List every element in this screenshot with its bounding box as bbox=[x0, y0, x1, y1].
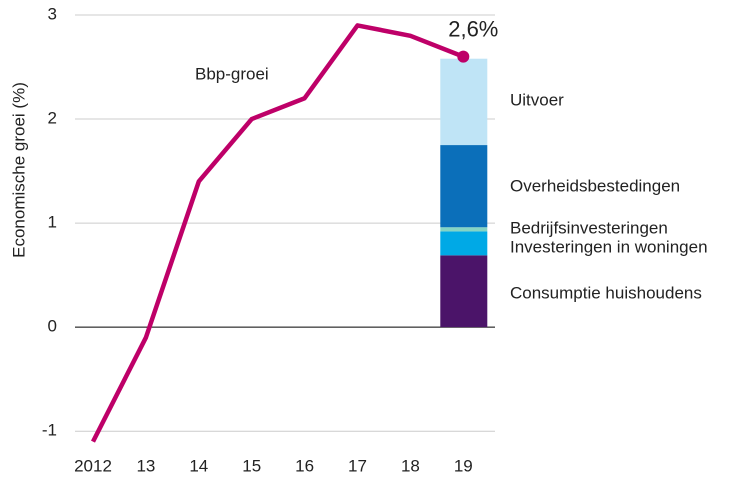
bar-segment bbox=[440, 231, 488, 256]
bar-segment bbox=[440, 145, 488, 228]
value-label: 2,6% bbox=[448, 16, 498, 41]
bar-segment bbox=[440, 227, 488, 232]
y-tick-label: -1 bbox=[42, 421, 57, 440]
x-tick-label: 17 bbox=[348, 456, 367, 475]
y-axis-label: Economische groei (%) bbox=[9, 82, 28, 258]
y-tick-label: 0 bbox=[48, 317, 57, 336]
x-tick-label: 18 bbox=[401, 456, 420, 475]
y-tick-label: 2 bbox=[48, 109, 57, 128]
legend-label: Uitvoer bbox=[510, 90, 564, 109]
x-tick-label: 16 bbox=[295, 456, 314, 475]
x-tick-label: 2012 bbox=[74, 456, 112, 475]
legend-label: Bedrijfsinvesteringen bbox=[510, 218, 668, 237]
legend-label: Consumptie huishoudens bbox=[510, 283, 702, 302]
line bbox=[90, 23, 465, 443]
x-tick-label: 14 bbox=[189, 456, 208, 475]
x-tick-label: 19 bbox=[454, 456, 473, 475]
legend-label: Investeringen in woningen bbox=[510, 237, 708, 256]
legend-label: Overheidsbestedingen bbox=[510, 176, 680, 195]
x-tick-label: 15 bbox=[242, 456, 261, 475]
series-label: Bbp-groei bbox=[195, 64, 269, 83]
y-tick-label: 3 bbox=[48, 4, 57, 23]
end-point bbox=[457, 50, 470, 63]
y-tick-label: 1 bbox=[48, 213, 57, 232]
bar-segment bbox=[440, 58, 488, 146]
x-tick-label: 13 bbox=[136, 456, 155, 475]
bar-segment bbox=[440, 255, 488, 328]
